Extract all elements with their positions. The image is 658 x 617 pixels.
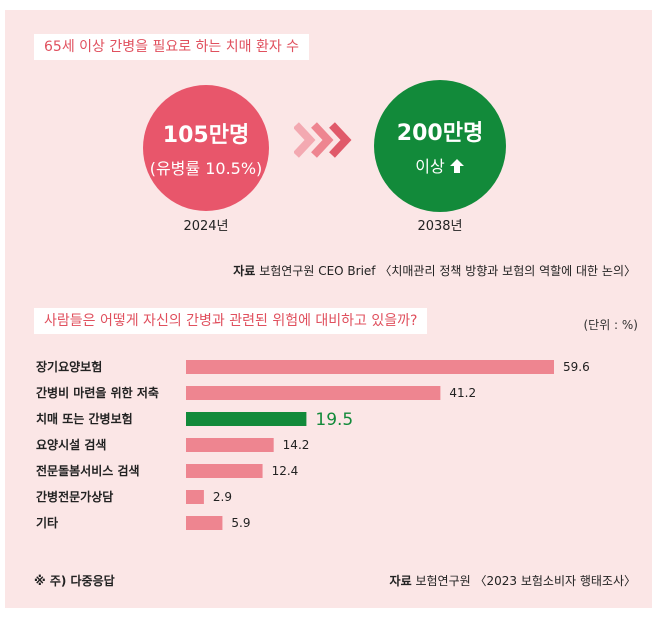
current-patients-circle: 105만명 (유병률 10.5%) — [143, 85, 269, 211]
projected-patients-value: 200만명 — [396, 121, 484, 146]
value-label: 14.2 — [283, 438, 310, 452]
projected-qualifier-text: 이상 — [415, 157, 445, 176]
bar — [186, 360, 554, 374]
bar — [186, 490, 204, 504]
category-label: 전문돌봄서비스 검색 — [36, 463, 140, 478]
up-arrow-icon — [449, 159, 464, 173]
category-label: 장기요양보험 — [36, 359, 102, 374]
value-label: 41.2 — [449, 386, 476, 400]
top-source: 자료 보험연구원 CEO Brief 〈치매관리 정책 방향과 보험의 역할에 … — [233, 262, 636, 279]
category-label: 간병전문가상담 — [36, 489, 113, 504]
footnote: ※ 주) 다중응답 — [34, 574, 115, 588]
value-label: 12.4 — [272, 464, 299, 478]
chevron-arrows-icon — [294, 122, 352, 158]
bar — [186, 464, 263, 478]
bottom-source-label: 자료 — [389, 574, 412, 588]
bottom-source: 자료 보험연구원 〈2023 보험소비자 행태조사〉 — [390, 572, 636, 589]
value-label: 19.5 — [315, 410, 353, 430]
bottom-source-text: 보험연구원 〈2023 보험소비자 행태조사〉 — [415, 574, 636, 588]
top-section-title: 65세 이상 간병을 필요로 하는 치매 환자 수 — [34, 34, 310, 60]
value-label: 5.9 — [231, 516, 250, 530]
category-label: 치매 또는 간병보험 — [36, 411, 133, 426]
bar — [186, 516, 223, 530]
projected-patients-circle: 200만명 이상 — [374, 80, 506, 212]
top-source-text: 보험연구원 CEO Brief 〈치매관리 정책 방향과 보험의 역할에 대한 … — [259, 264, 636, 278]
bottom-section-title: 사람들은 어떻게 자신의 간병과 관련된 위험에 대비하고 있을까? — [34, 308, 428, 334]
top-source-label: 자료 — [233, 264, 256, 278]
highlighted-bar — [186, 412, 307, 426]
current-year-label: 2024년 — [183, 219, 229, 234]
value-label: 2.9 — [213, 490, 232, 504]
current-prevalence-rate: (유병률 10.5%) — [149, 159, 263, 178]
current-patients-value: 105만명 — [162, 123, 250, 148]
category-label: 기타 — [36, 515, 58, 530]
bar — [186, 438, 274, 452]
value-label: 59.6 — [563, 360, 590, 374]
projected-year-label: 2038년 — [417, 219, 463, 234]
bar — [186, 386, 441, 400]
category-label: 요양시설 검색 — [36, 437, 106, 452]
unit-label: (단위 : %) — [583, 318, 638, 332]
projected-patients-qualifier: 이상 — [415, 153, 464, 177]
category-label: 간병비 마련을 위한 저축 — [36, 385, 159, 400]
